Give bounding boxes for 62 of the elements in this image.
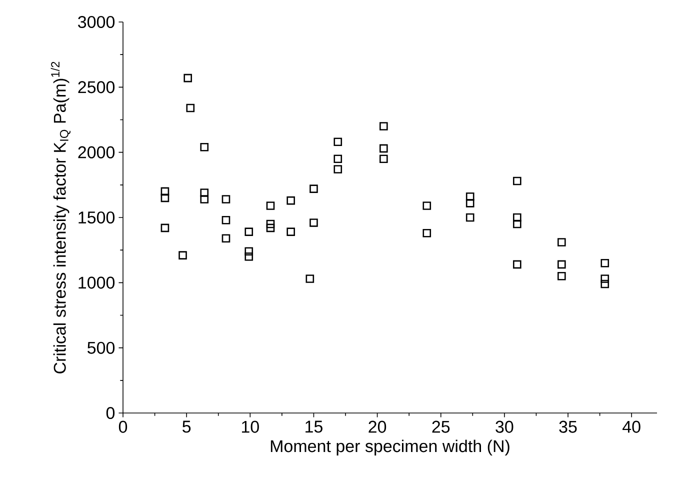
point (466, 199, 474, 208)
y-tick-label: 0 (106, 406, 115, 420)
point (512, 260, 522, 269)
point (558, 272, 566, 280)
point (244, 228, 254, 236)
point (422, 202, 432, 210)
point (600, 258, 610, 268)
x-tick-label: 20 (368, 420, 386, 433)
point (334, 154, 342, 163)
point (600, 280, 610, 288)
y-tick-label: 2000 (78, 146, 115, 158)
point (184, 74, 192, 82)
y-tick-label: 1000 (78, 276, 115, 289)
y-tick-label: 2500 (78, 81, 115, 94)
point (266, 224, 275, 232)
y-tick-label: 3000 (78, 16, 115, 28)
point (266, 202, 275, 210)
point (310, 184, 318, 193)
point (380, 144, 388, 153)
point (200, 188, 209, 197)
point (286, 196, 295, 205)
point (244, 252, 254, 261)
point (558, 260, 566, 269)
x-tick-label: 5 (182, 420, 191, 433)
point (160, 187, 170, 196)
point (200, 142, 209, 152)
point (422, 228, 432, 238)
point (160, 224, 170, 232)
point (200, 195, 209, 204)
point (244, 247, 254, 256)
point (266, 220, 275, 228)
point (600, 274, 610, 283)
point (306, 274, 314, 283)
point (160, 194, 170, 202)
x-axis-title: Moment per specimen width (N) (270, 440, 510, 456)
point (466, 192, 474, 201)
y-tick-label: 1500 (78, 211, 115, 224)
point (512, 213, 522, 222)
point (334, 165, 342, 174)
x-tick-label: 0 (118, 420, 128, 433)
point (222, 234, 230, 243)
point (512, 176, 522, 186)
point (178, 251, 187, 260)
point (222, 216, 230, 224)
point (222, 195, 230, 204)
point (466, 213, 474, 222)
y-axis-title: Critical stress intensity factor K$_{IQ}$ Pa(m)$^{1/2}$ (50, 62, 71, 374)
x-tick-label: 40 (622, 420, 640, 433)
point (286, 228, 295, 236)
x-tick-label: 15 (306, 420, 322, 433)
point (558, 238, 566, 246)
x-tick-label: 30 (496, 420, 514, 433)
y-tick-label: 500 (88, 342, 115, 354)
point (186, 104, 195, 112)
point (380, 154, 388, 163)
point (334, 138, 342, 146)
x-tick-label: 25 (432, 420, 450, 433)
x-tick-label: 35 (559, 420, 577, 433)
point (512, 220, 522, 228)
point (380, 122, 388, 130)
point (310, 218, 318, 227)
x-tick-label: 10 (242, 420, 259, 433)
